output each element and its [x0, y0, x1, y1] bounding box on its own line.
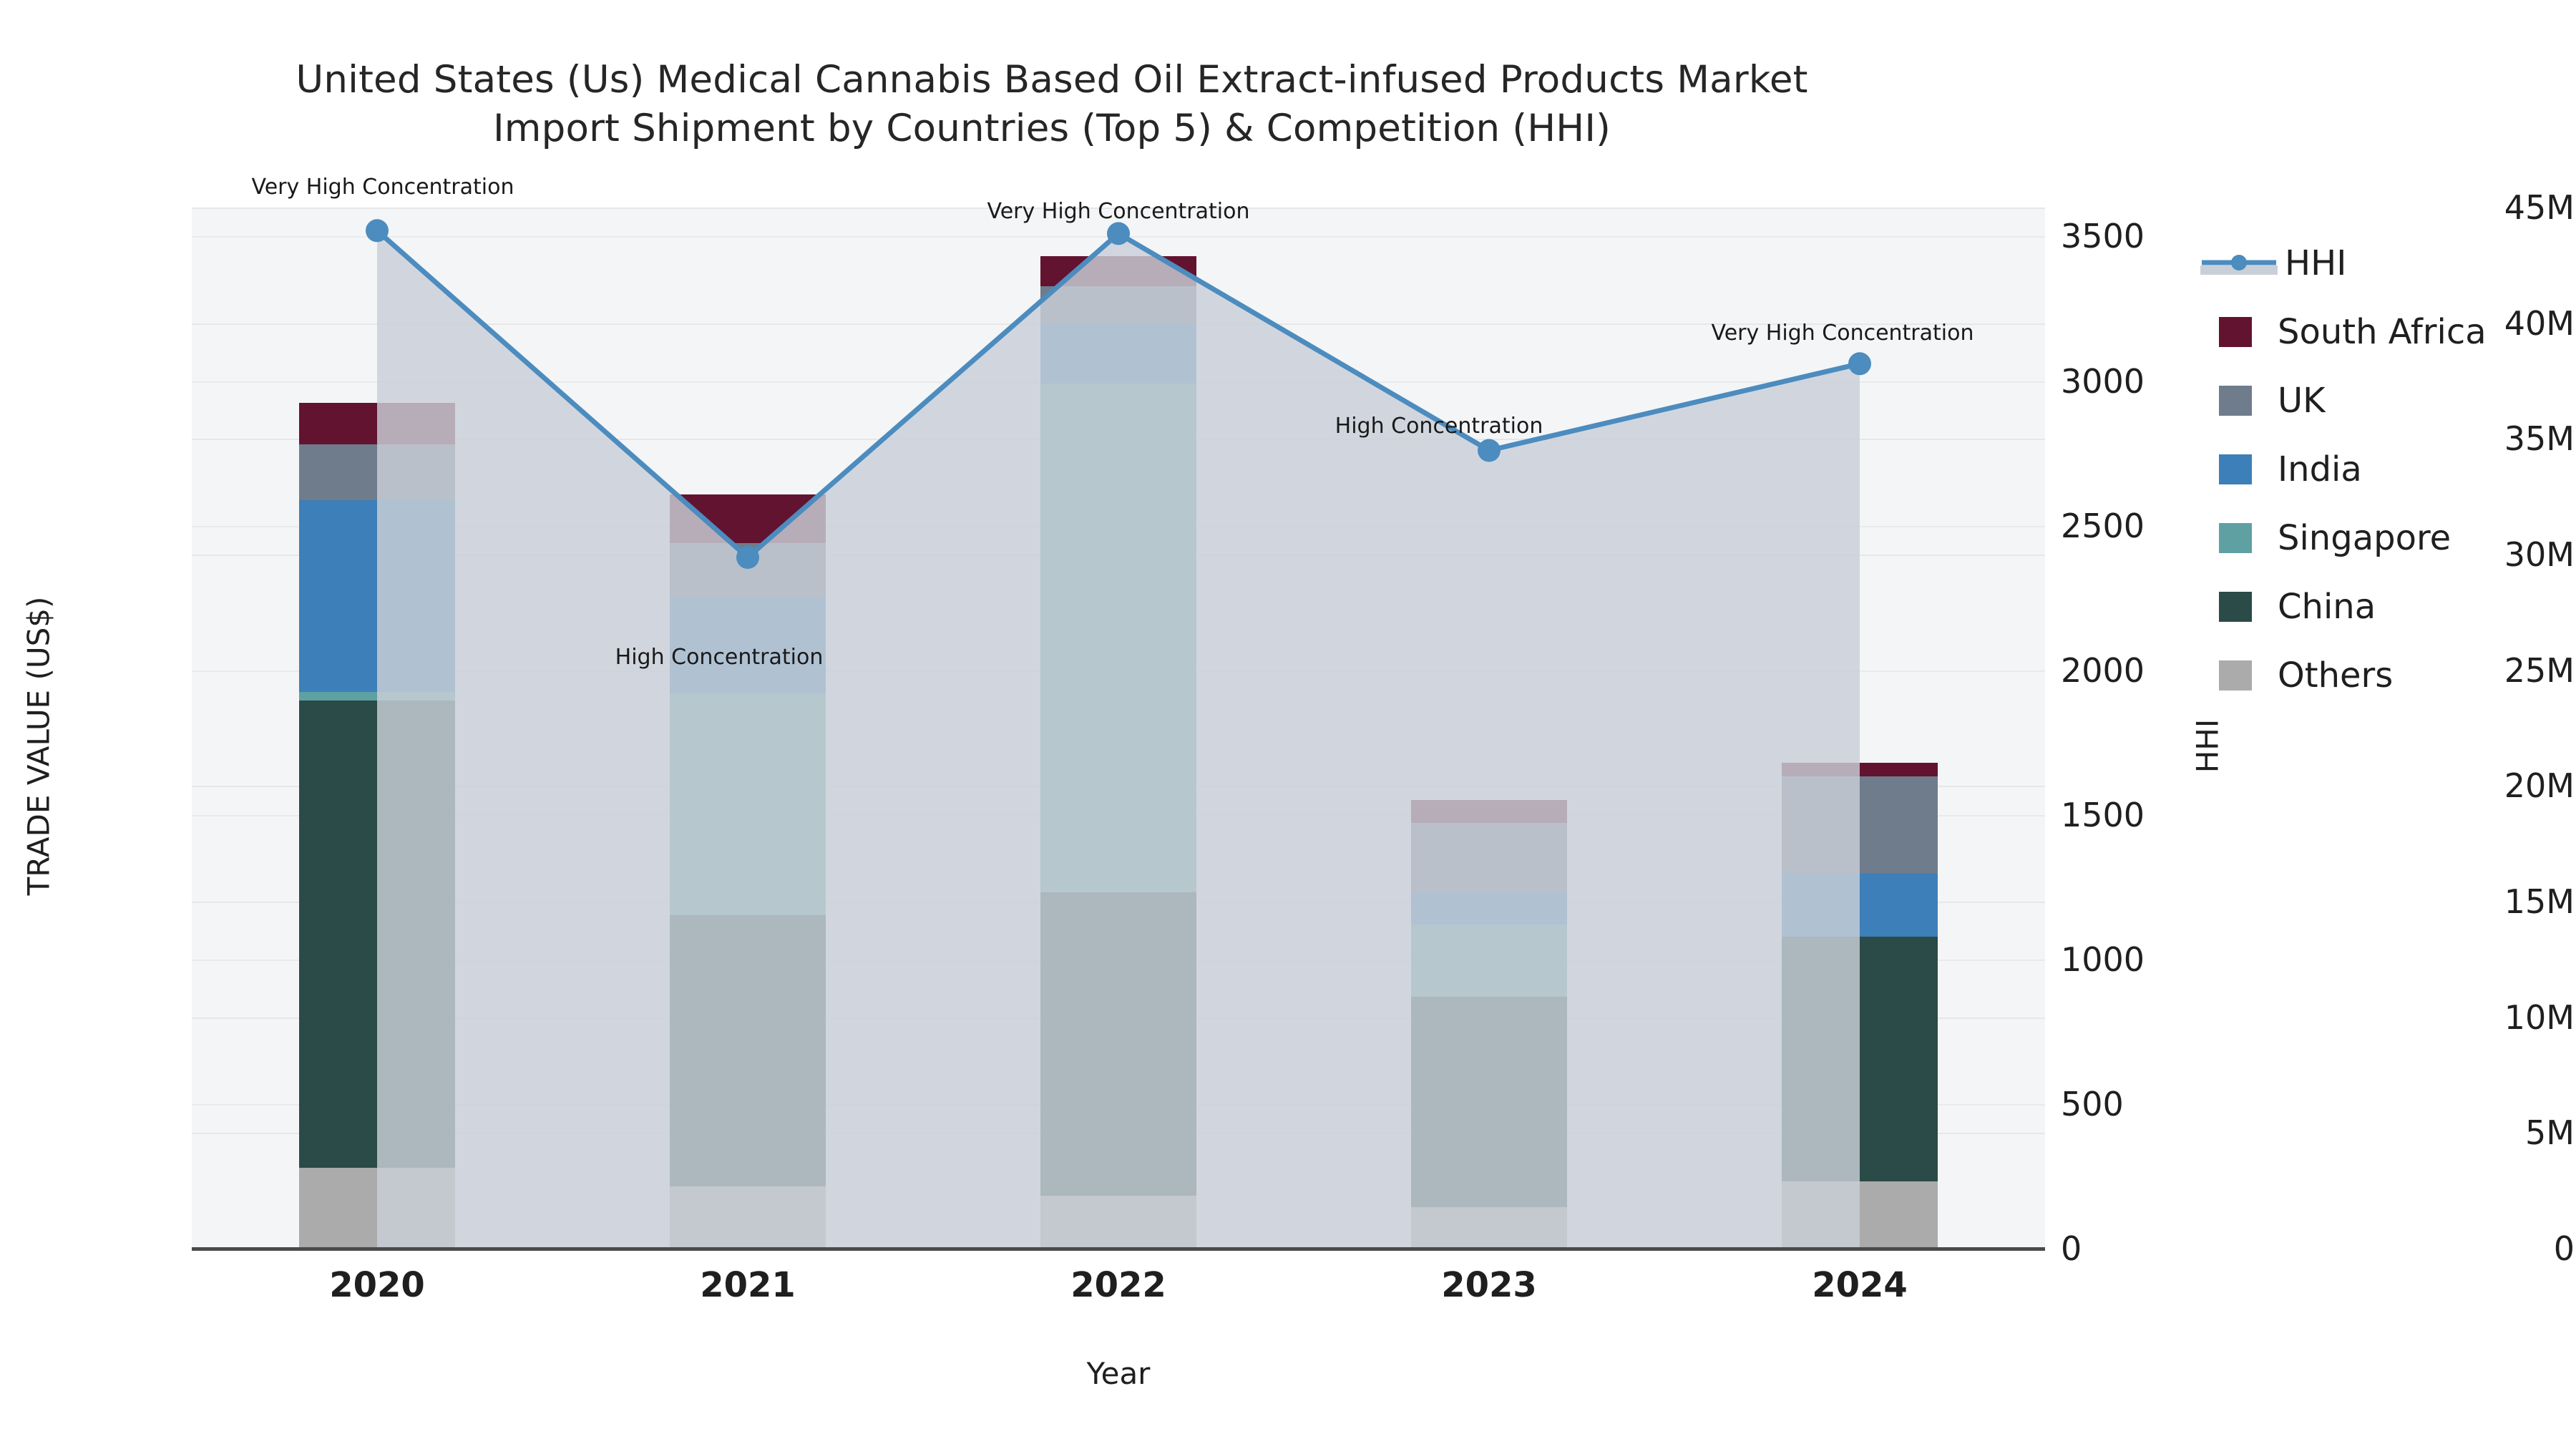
y-right-tick-0: 0 — [2061, 1229, 2082, 1268]
bar-segment-india[interactable] — [1411, 892, 1567, 925]
bar-segment-china[interactable] — [1040, 892, 1196, 1196]
chart-title: United States (Us) Medical Cannabis Base… — [0, 56, 2104, 153]
legend-item-south-africa[interactable]: South Africa — [2200, 298, 2558, 366]
x-axis-line — [192, 1247, 2045, 1251]
bar-segment-others[interactable] — [1782, 1181, 1938, 1249]
bar-segment-singapore[interactable] — [1040, 383, 1196, 893]
bar-segment-singapore[interactable] — [670, 693, 826, 916]
x-tick-2024: 2024 — [1812, 1265, 1908, 1305]
legend-item-hhi[interactable]: HHI — [2200, 229, 2558, 298]
legend-swatch-india — [2219, 454, 2252, 484]
bar-segment-uk[interactable] — [299, 444, 455, 501]
annotation-2020: Very High Concentration — [251, 175, 514, 200]
annotation-2021: High Concentration — [615, 645, 824, 670]
bar-segment-india[interactable] — [1040, 323, 1196, 384]
legend-swatch-south-africa — [2219, 317, 2252, 347]
chart-title-line-2: Import Shipment by Countries (Top 5) & C… — [492, 106, 1611, 150]
legend-swatch-uk — [2219, 386, 2252, 416]
bar-segment-others[interactable] — [1411, 1206, 1567, 1249]
y-left-tick-30M: 30M — [2504, 535, 2575, 574]
legend-label: India — [2278, 449, 2362, 489]
y-axis-left-label: TRADE VALUE (US$) — [21, 596, 57, 896]
legend-item-india[interactable]: India — [2200, 435, 2558, 504]
y-left-tick-20M: 20M — [2504, 766, 2575, 806]
gridline-left — [192, 208, 2045, 209]
legend-label: China — [2278, 587, 2376, 627]
y-left-tick-15M: 15M — [2504, 882, 2575, 921]
bar-segment-china[interactable] — [1411, 996, 1567, 1207]
bar-segment-uk[interactable] — [670, 542, 826, 599]
gridline-right — [192, 236, 2045, 238]
legend-item-others[interactable]: Others — [2200, 641, 2558, 710]
legend-swatch-others — [2219, 660, 2252, 691]
annotation-2023: High Concentration — [1335, 413, 1543, 439]
bar-segment-india[interactable] — [1782, 874, 1938, 937]
legend-item-china[interactable]: China — [2200, 572, 2558, 641]
y-left-tick-45M: 45M — [2504, 188, 2575, 227]
legend-item-singapore[interactable]: Singapore — [2200, 504, 2558, 572]
chart-title-line-1: United States (Us) Medical Cannabis Base… — [296, 58, 1808, 102]
bar-stack-2024[interactable] — [1782, 763, 1938, 1249]
bar-segment-others[interactable] — [1040, 1195, 1196, 1249]
legend-label: UK — [2278, 381, 2326, 421]
y-right-tick-2000: 2000 — [2061, 650, 2145, 690]
legend-label: HHI — [2285, 243, 2347, 283]
legend-label: Others — [2278, 655, 2394, 696]
legend-line-key-icon — [2200, 248, 2278, 278]
y-left-tick-35M: 35M — [2504, 419, 2575, 459]
legend-swatch-singapore — [2219, 523, 2252, 553]
y-right-tick-3500: 3500 — [2061, 217, 2145, 256]
bar-segment-uk[interactable] — [1040, 286, 1196, 323]
x-tick-2020: 2020 — [329, 1265, 425, 1305]
y-left-tick-25M: 25M — [2504, 650, 2575, 690]
bar-segment-others[interactable] — [670, 1186, 826, 1249]
bar-segment-south-africa[interactable] — [1411, 799, 1567, 824]
bar-stack-2020[interactable] — [299, 403, 455, 1249]
bar-segment-south-africa[interactable] — [1782, 763, 1938, 777]
y-left-tick-10M: 10M — [2504, 997, 2575, 1037]
annotation-2022: Very High Concentration — [987, 199, 1250, 225]
bar-segment-south-africa[interactable] — [670, 494, 826, 543]
bar-stack-2023[interactable] — [1411, 799, 1567, 1249]
bar-segment-singapore[interactable] — [299, 692, 455, 701]
plot-area — [192, 208, 2045, 1249]
legend: HHI South Africa UK India Singapore China Othe… — [2200, 229, 2558, 710]
y-left-tick-40M: 40M — [2504, 303, 2575, 343]
bar-segment-south-africa[interactable] — [1040, 255, 1196, 286]
y-left-tick-5M: 5M — [2525, 1113, 2575, 1153]
bar-segment-china[interactable] — [670, 915, 826, 1186]
x-axis-label: Year — [1086, 1356, 1151, 1391]
legend-label: South Africa — [2278, 312, 2487, 352]
hhi-marker-2020[interactable] — [366, 219, 389, 243]
hhi-marker-2022[interactable] — [1107, 222, 1130, 245]
y-left-tick-0: 0 — [2553, 1229, 2575, 1268]
x-tick-2021: 2021 — [700, 1265, 796, 1305]
y-right-tick-3000: 3000 — [2061, 361, 2145, 401]
bar-segment-uk[interactable] — [1411, 823, 1567, 893]
x-tick-2022: 2022 — [1070, 1265, 1166, 1305]
hhi-marker-2024[interactable] — [1848, 352, 1871, 376]
legend-swatch-china — [2219, 592, 2252, 622]
y-right-tick-500: 500 — [2061, 1084, 2124, 1123]
bar-stack-2022[interactable] — [1040, 255, 1196, 1249]
y-right-tick-2500: 2500 — [2061, 506, 2145, 545]
x-tick-2023: 2023 — [1441, 1265, 1537, 1305]
bar-segment-south-africa[interactable] — [299, 403, 455, 445]
bar-segment-singapore[interactable] — [1411, 924, 1567, 997]
bar-segment-china[interactable] — [1782, 936, 1938, 1182]
legend-label: Singapore — [2278, 518, 2451, 558]
bar-segment-uk[interactable] — [1782, 776, 1938, 874]
bar-segment-others[interactable] — [299, 1167, 455, 1249]
legend-item-uk[interactable]: UK — [2200, 366, 2558, 435]
bar-segment-india[interactable] — [299, 500, 455, 693]
bar-stack-2021[interactable] — [670, 494, 826, 1249]
bar-segment-china[interactable] — [299, 700, 455, 1168]
hhi-marker-2023[interactable] — [1478, 439, 1501, 462]
y-right-tick-1500: 1500 — [2061, 795, 2145, 834]
annotation-2024: Very High Concentration — [1711, 321, 1974, 346]
y-right-tick-1000: 1000 — [2061, 940, 2145, 979]
